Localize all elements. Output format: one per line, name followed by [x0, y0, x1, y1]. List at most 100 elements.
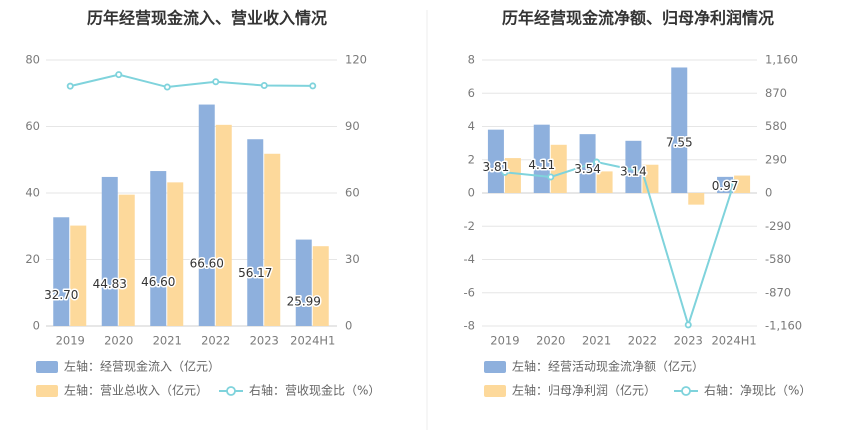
right-axis-tick: 0	[345, 319, 352, 333]
right-axis-tick: -1,160	[765, 319, 802, 333]
ratio-line	[504, 161, 736, 329]
bar-primary	[579, 134, 596, 193]
left-axis-tick: 20	[25, 252, 40, 266]
legend-item-label[interactable]: 右轴：营收现金比（%）	[249, 383, 380, 398]
chart-1: 历年经营现金流入、营业收入情况 0 20 40 60 80 0 30 60 90 120 2019 20…	[25, 9, 380, 398]
bar-data-label: 7.55	[666, 135, 693, 149]
ratio-point	[163, 83, 171, 91]
legend-item-label[interactable]: 右轴：净现比（%）	[704, 383, 811, 398]
bar-data-label: 56.17	[238, 266, 272, 280]
left-axis-tick: 0	[468, 186, 475, 200]
legend-swatch	[36, 361, 58, 373]
right-axis-tick: -870	[765, 285, 791, 299]
right-axis-tick: 120	[345, 53, 367, 67]
bar-primary	[671, 67, 688, 193]
chart-title: 历年经营现金流净额、归母净利润情况	[502, 9, 774, 28]
bar-primary	[53, 217, 70, 326]
legend-item-label[interactable]: 左轴：经营活动现金流净额（亿元）	[512, 359, 704, 374]
bar-data-label: 0.97	[712, 179, 739, 193]
category-label: 2023	[674, 334, 703, 348]
right-axis-tick: 290	[765, 152, 787, 166]
legend-swatch-marker	[681, 386, 691, 396]
bar-data-label: 66.60	[190, 256, 224, 270]
bar-secondary	[312, 246, 329, 326]
left-axis-tick: 4	[468, 119, 475, 133]
legend-item-label[interactable]: 左轴：经营现金流入（亿元）	[64, 359, 220, 374]
bar-primary	[625, 140, 642, 193]
left-axis-tick: -8	[464, 319, 475, 333]
bar-primary	[150, 171, 167, 326]
bar-data-label: 3.81	[483, 160, 510, 174]
bar-primary	[295, 239, 312, 326]
category-label: 2024H1	[290, 334, 335, 348]
ratio-line	[70, 73, 313, 89]
category-label: 2023	[250, 334, 279, 348]
left-axis-tick: 2	[468, 152, 475, 166]
category-label: 2020	[536, 334, 565, 348]
ratio-point	[309, 82, 317, 90]
chart-2: 历年经营现金流净额、归母净利润情况 -8 -6 -4 -2 0 2 4 6 8 -1,160 -870…	[464, 9, 812, 398]
bar-secondary	[550, 144, 567, 193]
bar-secondary	[70, 225, 87, 326]
left-axis-tick: -4	[464, 252, 475, 266]
right-axis-tick: 870	[765, 86, 787, 100]
bar-secondary	[688, 193, 705, 205]
ratio-point	[593, 158, 601, 166]
ratio-point	[547, 173, 555, 181]
ratio-point	[501, 168, 509, 176]
left-axis-tick: 60	[25, 119, 40, 133]
bar-secondary	[734, 175, 751, 193]
left-axis-tick: -6	[464, 285, 475, 299]
category-label: 2024H1	[711, 334, 756, 348]
legend: 左轴：经营现金流入（亿元） 左轴：营业总收入（亿元） 右轴：营收现金比（%）	[36, 359, 380, 398]
category-label: 2019	[56, 334, 85, 348]
right-axis-tick: -290	[765, 219, 791, 233]
right-axis-tick: 1,160	[765, 53, 798, 67]
legend-item-label[interactable]: 左轴：营业总收入（亿元）	[64, 383, 208, 398]
bar-secondary	[118, 194, 135, 326]
bar-secondary	[504, 158, 521, 193]
bar-secondary	[264, 153, 281, 326]
bar-secondary	[215, 124, 232, 327]
category-label: 2022	[201, 334, 230, 348]
ratio-point	[260, 81, 268, 89]
bar-primary	[101, 176, 118, 326]
right-axis-tick: 0	[765, 186, 772, 200]
bar-primary	[487, 129, 504, 193]
chart-title: 历年经营现金流入、营业收入情况	[87, 9, 327, 28]
bar-primary	[717, 176, 734, 193]
right-axis-tick: -580	[765, 252, 791, 266]
bar-data-label: 25.99	[287, 294, 321, 308]
category-label: 2021	[582, 334, 611, 348]
left-axis-tick: -2	[464, 219, 475, 233]
bar-data-label: 44.83	[93, 277, 127, 291]
ratio-point	[66, 82, 74, 90]
right-axis-tick: 580	[765, 119, 787, 133]
legend-item-label[interactable]: 左轴：归母净利润（亿元）	[512, 383, 656, 398]
legend-swatch	[36, 385, 58, 397]
bar-primary	[247, 139, 264, 326]
left-axis-tick: 80	[25, 53, 40, 67]
bar-secondary	[167, 182, 184, 326]
bar-data-label: 4.11	[528, 158, 555, 172]
right-axis-tick: 30	[345, 252, 360, 266]
bar-primary	[198, 104, 215, 327]
right-axis-tick: 90	[345, 119, 360, 133]
left-axis-tick: 0	[33, 319, 40, 333]
ratio-point	[638, 168, 646, 176]
bar-secondary	[596, 171, 613, 193]
ratio-point	[730, 179, 738, 187]
right-axis-tick: 60	[345, 186, 360, 200]
left-axis-tick: 40	[25, 186, 40, 200]
category-label: 2021	[153, 334, 182, 348]
bar-data-label: 3.54	[574, 162, 601, 176]
left-axis-tick: 8	[468, 53, 475, 67]
legend-swatch	[484, 361, 506, 373]
ratio-point	[115, 71, 123, 79]
legend-swatch-marker	[226, 386, 236, 396]
bar-data-label: 3.14	[620, 165, 647, 179]
category-label: 2022	[628, 334, 657, 348]
legend-swatch	[484, 385, 506, 397]
